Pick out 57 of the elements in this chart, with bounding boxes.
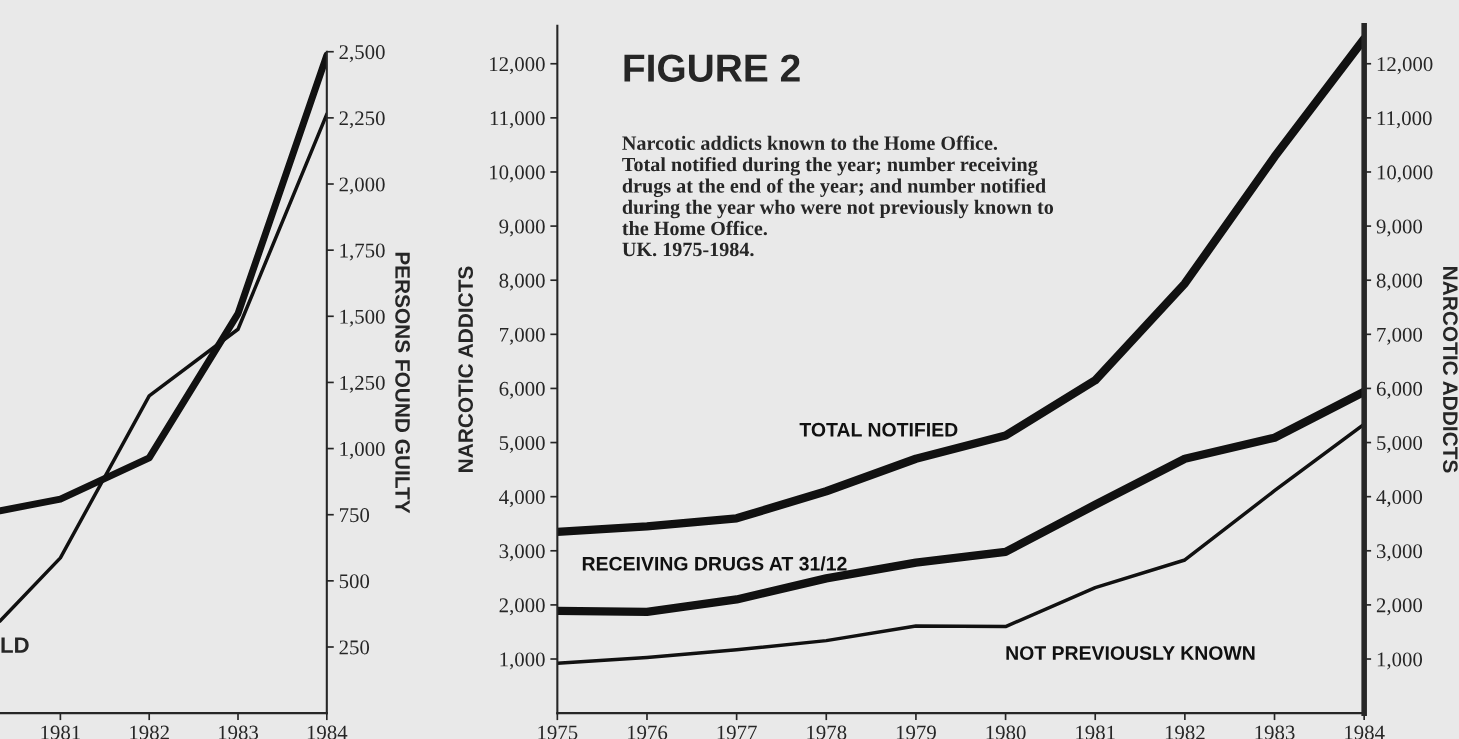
y2-tick-label: 6,000 (1376, 381, 1423, 399)
x-tick-label: 1983 (1255, 725, 1295, 739)
x-tick-label: 1977 (717, 725, 757, 739)
x-tick-label: 1975 (538, 725, 578, 739)
series-label: TOTAL NOTIFIED (799, 422, 958, 437)
x-tick-label: 1980 (986, 725, 1026, 739)
x-tick-label: 1981 (41, 725, 80, 739)
y-tick-label: 5,000 (499, 435, 545, 453)
series-label: NOT PREVIOUSLY KNOWN (1006, 646, 1255, 660)
y-tick-label: 2,000 (499, 598, 545, 616)
y-tick-label: 11,000 (490, 111, 545, 129)
x-tick-label: 1984 (307, 725, 348, 739)
y-tick-label: 10,000 (490, 165, 545, 183)
x-tick-label: 1981 (1076, 725, 1115, 739)
y-tick-label: 250 (339, 640, 370, 655)
y-tick-label: 1,000 (500, 652, 545, 670)
y-axis-title: NARCOTIC ADDICTS (458, 266, 474, 472)
y-tick-label: 4,000 (499, 490, 545, 508)
x-tick-label: 1982 (130, 725, 169, 739)
x-tick-label: 1976 (627, 725, 668, 739)
y-tick-label: 1,750 (340, 243, 385, 261)
y2-tick-label: 5,000 (1377, 435, 1423, 453)
y2-tick-label: 10,000 (1377, 165, 1433, 183)
x-tick-label: 1978 (807, 725, 847, 739)
annotation: LD (1, 637, 29, 653)
y-tick-label: 1,500 (340, 309, 385, 327)
y-tick-label: 3,000 (499, 544, 545, 562)
y-tick-label: 2,000 (339, 177, 385, 195)
series-label: RECEIVING DRUGS AT 31/12 (582, 556, 847, 571)
y2-tick-label: 8,000 (1376, 273, 1423, 291)
y-tick-label: 8,000 (499, 273, 545, 291)
y-tick-label: 9,000 (499, 219, 545, 237)
x-tick-label: 1984 (1345, 725, 1385, 739)
x-tick-label: 1979 (896, 725, 936, 739)
y-tick-label: 6,000 (499, 381, 545, 399)
y2-tick-label: 1,000 (1377, 652, 1423, 670)
x-tick-label: 1982 (1165, 725, 1205, 739)
y2-tick-label: 3,000 (1376, 544, 1423, 562)
x-tick-label: 1983 (219, 725, 259, 739)
y2-tick-label: 11,000 (1377, 111, 1432, 129)
y2-tick-label: 4,000 (1376, 490, 1423, 508)
y-tick-label: 1,000 (340, 441, 385, 459)
y-tick-label: 2,500 (339, 45, 385, 63)
text: Narcotic addicts known to the Home Office. Total notified during the year; number receiving drugs at the end of the year; and number notified during the year who were not previously known to the Home Office. UK. 1975-1984. (622, 135, 1054, 257)
y-tick-label: 1,250 (340, 375, 385, 393)
y-tick-label: 500 (339, 574, 370, 589)
y-axis-title: PERSONS FOUND GUILTY (395, 252, 410, 514)
y-tick-label: 12,000 (490, 57, 545, 75)
text: FIGURE 2 (624, 54, 800, 82)
y-tick-label: 2,250 (339, 111, 385, 129)
y-tick-label: 7,000 (500, 327, 545, 345)
y2-tick-label: 7,000 (1377, 327, 1423, 345)
y2-tick-label: 12,000 (1377, 57, 1433, 75)
y2-tick-label: 9,000 (1376, 219, 1423, 237)
y2-axis-title: NARCOTIC ADDICTS (1442, 267, 1458, 473)
y-tick-label: 750 (340, 508, 370, 523)
y2-tick-label: 2,000 (1376, 598, 1423, 616)
